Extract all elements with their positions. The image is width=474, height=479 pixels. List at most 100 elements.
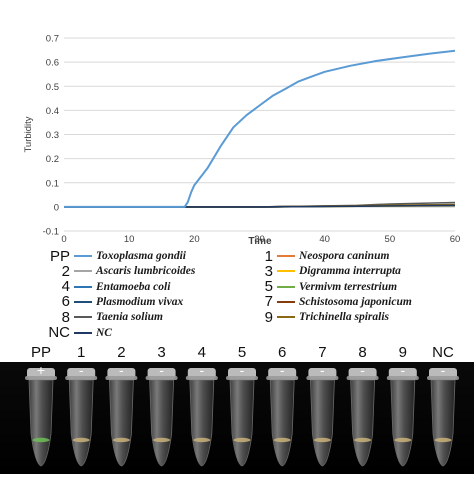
tube-cap-rim: [427, 376, 459, 380]
y-tick-label: 0.3: [46, 130, 59, 141]
legend-swatch: [277, 316, 295, 319]
y-tick-label: 0.5: [46, 82, 59, 93]
tube-sign: -: [239, 362, 245, 378]
legend-item-9: 9 Trichinella spiralis: [243, 309, 389, 326]
tube-label: 9: [398, 344, 407, 361]
tube-label: 7: [318, 344, 327, 361]
x-tick-label: 60: [450, 234, 461, 245]
legend-id: 3: [264, 262, 273, 280]
tube-liquid: [434, 437, 452, 443]
y-tick-label: 0.1: [46, 178, 59, 189]
legend-swatch: [74, 300, 92, 303]
x-tick-label: 10: [124, 234, 135, 245]
tube-sign: -: [199, 362, 205, 378]
legend-item-pp: PP Toxoplasma gondii: [40, 247, 186, 265]
legend-label: Plasmodium vivax: [96, 295, 184, 308]
tube-label: 4: [197, 344, 206, 361]
y-tick-label: 0: [54, 202, 59, 213]
legend-swatch: [277, 270, 295, 273]
tube-sign: -: [159, 362, 164, 378]
tube-liquid: [394, 437, 412, 443]
tube-liquid: [72, 437, 90, 443]
tube-label: NC: [432, 344, 454, 361]
legend-swatch: [74, 270, 92, 273]
x-axis-label: Time: [248, 236, 272, 245]
legend-item-2: 2 Ascaris lumbricoides: [40, 262, 196, 280]
legend-item-7: 7 Schistosoma japonicum: [243, 293, 412, 310]
tube-cap-rim: [185, 376, 218, 380]
tube-body: [189, 379, 215, 467]
legend-item-3: 3 Digramma interrupta: [243, 262, 401, 280]
tube-sign: -: [279, 362, 285, 378]
chart-legend: PP Toxoplasma gondii 2 Ascaris lumbricoides…: [48, 247, 470, 342]
tube-lane-labels: + PP -1-2-3-4-5-6-7-8-9- NC: [18, 343, 468, 377]
tube-liquid: [32, 437, 50, 443]
legend-label: Trichinella spiralis: [299, 311, 389, 324]
tube-label: 6: [278, 344, 287, 361]
tube-body: [28, 379, 54, 467]
tube-label: 2: [117, 344, 126, 361]
y-tick-label: 0.7: [46, 34, 59, 45]
legend-label: Vermivm terrestrium: [299, 280, 398, 293]
tube-cap-rim: [266, 376, 299, 380]
tube-cap-rim: [346, 376, 379, 380]
tube-label: 1: [77, 344, 86, 361]
tube-photo-svg: [0, 342, 474, 474]
tube-body: [108, 379, 134, 467]
tube-body: [309, 379, 335, 467]
legend-id: PP: [49, 247, 70, 265]
tube-liquid: [313, 437, 331, 443]
y-tick-label: -0.1: [43, 227, 59, 238]
tube-sign: +: [36, 362, 46, 378]
tube-body: [430, 379, 456, 467]
tube-liquid: [112, 437, 130, 443]
tube-cap-rim: [105, 376, 138, 380]
tube-label: 5: [237, 344, 247, 361]
legend-item-nc: NC NC: [40, 324, 112, 341]
y-tick-label: 0.2: [46, 154, 59, 165]
tube-label-band: [0, 342, 474, 362]
legend-swatch: [277, 285, 295, 288]
legend-label: Ascaris lumbricoides: [96, 265, 196, 278]
tube-body: [149, 379, 175, 467]
tube-liquid: [193, 437, 211, 443]
legend-id: NC: [48, 324, 70, 341]
legend-id: 6: [61, 293, 70, 311]
legend-id: 2: [61, 262, 70, 280]
tube-liquid: [273, 437, 291, 443]
x-tick-label: 50: [385, 234, 396, 245]
legend-swatch: [74, 316, 92, 319]
tube-cap-rim: [145, 376, 178, 380]
tube-cap-rim: [306, 376, 339, 380]
tube-label: 8: [358, 344, 367, 361]
legend-item-1: 1 Neospora caninum: [243, 247, 390, 265]
legend-swatch: [74, 331, 92, 334]
legend-swatch: [74, 255, 92, 257]
legend-label: Neospora caninum: [299, 250, 390, 262]
x-tick-label: 20: [189, 234, 200, 245]
x-tick-label: 0: [61, 234, 66, 245]
tube-photo: [0, 342, 474, 474]
legend-id: 1: [264, 247, 273, 265]
x-tick-label: 30: [254, 234, 265, 245]
tube-sign: -: [78, 362, 84, 378]
tube-body: [350, 379, 376, 467]
tube-liquid: [153, 437, 171, 443]
x-tick-label: 40: [319, 234, 330, 245]
legend-label: NC: [96, 326, 112, 339]
tube-sign: -: [400, 362, 406, 378]
legend-label: Digramma interrupta: [299, 265, 401, 278]
tube-body: [68, 379, 94, 467]
legend-swatch: [277, 300, 295, 303]
chart-svg: -0.100.10.20.30.40.50.60.70 10 20 30 40 50 60T…: [23, 34, 461, 246]
tube-body: [269, 379, 295, 467]
legend-label: Schistosoma japonicum: [299, 295, 412, 308]
legend-item-8: 8 Taenia solium: [40, 309, 163, 326]
tube-cap-rim: [25, 376, 57, 380]
tube-cap-rim: [226, 376, 258, 380]
tube-sign: -: [440, 362, 446, 378]
tube-cap-rim: [386, 376, 419, 380]
tube-label: PP: [30, 344, 51, 361]
legend-item-6: 6 Plasmodium vivax: [40, 293, 184, 311]
tube-label: 3: [157, 344, 166, 361]
